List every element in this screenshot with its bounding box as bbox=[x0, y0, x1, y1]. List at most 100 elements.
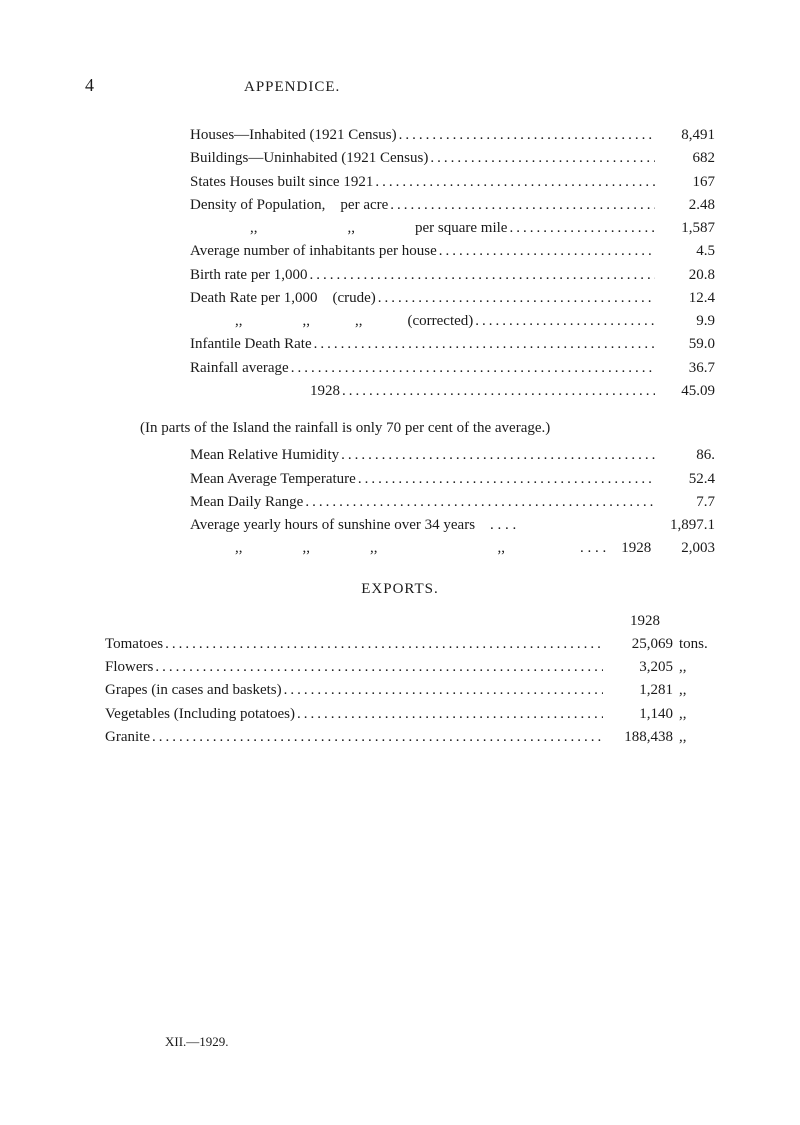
exports-title: EXPORTS. bbox=[85, 581, 715, 598]
stats-block-2: Mean Relative Humidity..................… bbox=[190, 444, 715, 560]
stat-value: 59.0 bbox=[655, 333, 715, 356]
stat-row: Birth rate per 1,000....................… bbox=[190, 264, 715, 287]
stat-row: Mean Average Temperature................… bbox=[190, 468, 715, 491]
footer-reference: XII.—1929. bbox=[165, 1034, 229, 1050]
stat-value: 45.09 bbox=[655, 380, 715, 403]
leader-dots: ........................................… bbox=[153, 656, 603, 679]
stat-value: 52.4 bbox=[655, 468, 715, 491]
stat-row: Average number of inhabitants per house.… bbox=[190, 240, 715, 263]
stats-block-1: Houses—Inhabited (1921 Census)..........… bbox=[190, 124, 715, 403]
exports-row: Granite.................................… bbox=[105, 726, 715, 749]
stat-label: Mean Relative Humidity bbox=[190, 444, 339, 467]
stat-row: Rainfall average........................… bbox=[190, 357, 715, 380]
stat-value: 20.8 bbox=[655, 264, 715, 287]
stat-value: 8,491 bbox=[655, 124, 715, 147]
leader-dots: ........................................… bbox=[312, 333, 655, 356]
leader-dots: ........................................… bbox=[307, 264, 655, 287]
stat-value: 167 bbox=[655, 171, 715, 194]
exports-row: Tomatoes................................… bbox=[105, 633, 715, 656]
stat-row: ,, ,, ,, (corrected)....................… bbox=[190, 310, 715, 333]
exports-label: Tomatoes bbox=[105, 633, 163, 656]
leader-dots: ........................................… bbox=[397, 124, 655, 147]
exports-unit: tons. bbox=[673, 633, 715, 656]
stat-label: Rainfall average bbox=[190, 357, 289, 380]
stat-value: 682 bbox=[655, 147, 715, 170]
leader-dots: ........................................… bbox=[303, 491, 655, 514]
exports-year-row: 1928 bbox=[105, 610, 715, 633]
stat-label: Mean Average Temperature bbox=[190, 468, 356, 491]
leader-dots: ........................................… bbox=[282, 679, 603, 702]
stat-label: Density of Population, per acre bbox=[190, 194, 388, 217]
stat-label: ,, ,, per square mile bbox=[190, 217, 507, 240]
stat-row: Average yearly hours of sunshine over 34… bbox=[190, 514, 715, 537]
stat-row: ,, ,, ,, ,, . . . . 19282,003 bbox=[190, 537, 715, 560]
stat-label: Infantile Death Rate bbox=[190, 333, 312, 356]
stat-value: 12.4 bbox=[655, 287, 715, 310]
exports-label: Flowers bbox=[105, 656, 153, 679]
stat-row: Houses—Inhabited (1921 Census)..........… bbox=[190, 124, 715, 147]
leader-dots: ........................................… bbox=[473, 310, 655, 333]
stat-value: 2.48 bbox=[655, 194, 715, 217]
stat-value: 9.9 bbox=[655, 310, 715, 333]
leader-dots: ........................................… bbox=[428, 147, 655, 170]
stat-label: Houses—Inhabited (1921 Census) bbox=[190, 124, 397, 147]
stat-row: ,, ,, per square mile...................… bbox=[190, 217, 715, 240]
exports-unit: ,, bbox=[673, 703, 715, 726]
stat-value: 4.5 bbox=[655, 240, 715, 263]
stat-label: Death Rate per 1,000 (crude) bbox=[190, 287, 376, 310]
stat-value: 7.7 bbox=[655, 491, 715, 514]
leader-dots: ........................................… bbox=[437, 240, 655, 263]
stat-value: 1,897.1 bbox=[655, 514, 715, 537]
exports-value: 3,205 bbox=[603, 656, 673, 679]
header: 4 APPENDICE. bbox=[85, 75, 715, 96]
exports-unit: ,, bbox=[673, 726, 715, 749]
leader-dots: ........................................… bbox=[376, 287, 655, 310]
exports-value: 188,438 bbox=[603, 726, 673, 749]
stat-row: Density of Population, per acre.........… bbox=[190, 194, 715, 217]
stat-row: Mean Daily Range........................… bbox=[190, 491, 715, 514]
exports-row: Grapes (in cases and baskets)...........… bbox=[105, 679, 715, 702]
leader-dots: ........................................… bbox=[388, 194, 655, 217]
stat-label: 1928 bbox=[190, 380, 340, 403]
stat-value: 36.7 bbox=[655, 357, 715, 380]
stat-row: 1928....................................… bbox=[190, 380, 715, 403]
exports-label: Vegetables (Including potatoes) bbox=[105, 703, 295, 726]
stat-row: States Houses built since 1921..........… bbox=[190, 171, 715, 194]
exports-label: Grapes (in cases and baskets) bbox=[105, 679, 282, 702]
stat-row: Death Rate per 1,000 (crude)............… bbox=[190, 287, 715, 310]
exports-unit: ,, bbox=[673, 656, 715, 679]
exports-block: 1928 Tomatoes...........................… bbox=[105, 610, 715, 750]
leader-dots: ........................................… bbox=[289, 357, 655, 380]
leader-dots: ........................................… bbox=[340, 380, 655, 403]
stat-label: ,, ,, ,, (corrected) bbox=[190, 310, 473, 333]
stat-label: Buildings—Uninhabited (1921 Census) bbox=[190, 147, 428, 170]
stat-label: ,, ,, ,, ,, . . . . 1928 bbox=[190, 537, 651, 560]
stat-row: Buildings—Uninhabited (1921 Census).....… bbox=[190, 147, 715, 170]
stat-row: Mean Relative Humidity..................… bbox=[190, 444, 715, 467]
stat-label: Mean Daily Range bbox=[190, 491, 303, 514]
page-number: 4 bbox=[85, 75, 94, 96]
stat-value: 1,587 bbox=[655, 217, 715, 240]
exports-row: Vegetables (Including potatoes).........… bbox=[105, 703, 715, 726]
leader-dots: ........................................… bbox=[295, 703, 603, 726]
stat-label: Average number of inhabitants per house bbox=[190, 240, 437, 263]
stat-row: Infantile Death Rate....................… bbox=[190, 333, 715, 356]
exports-row: Flowers.................................… bbox=[105, 656, 715, 679]
rainfall-note: (In parts of the Island the rainfall is … bbox=[140, 417, 715, 440]
leader-dots: ........................................… bbox=[356, 468, 655, 491]
leader-dots: ........................................… bbox=[150, 726, 603, 749]
exports-label: Granite bbox=[105, 726, 150, 749]
leader-dots: ........................................… bbox=[373, 171, 655, 194]
exports-value: 1,140 bbox=[603, 703, 673, 726]
exports-unit: ,, bbox=[673, 679, 715, 702]
stat-value: 86. bbox=[655, 444, 715, 467]
leader-dots: ........................................… bbox=[163, 633, 603, 656]
stat-label: Birth rate per 1,000 bbox=[190, 264, 307, 287]
stat-label: Average yearly hours of sunshine over 34… bbox=[190, 514, 516, 537]
stat-label: States Houses built since 1921 bbox=[190, 171, 373, 194]
exports-value: 1,281 bbox=[603, 679, 673, 702]
stat-value: 2,003 bbox=[655, 537, 715, 560]
leader-dots: ........................................… bbox=[507, 217, 655, 240]
page-title: APPENDICE. bbox=[244, 79, 340, 96]
exports-year: 1928 bbox=[630, 610, 660, 633]
